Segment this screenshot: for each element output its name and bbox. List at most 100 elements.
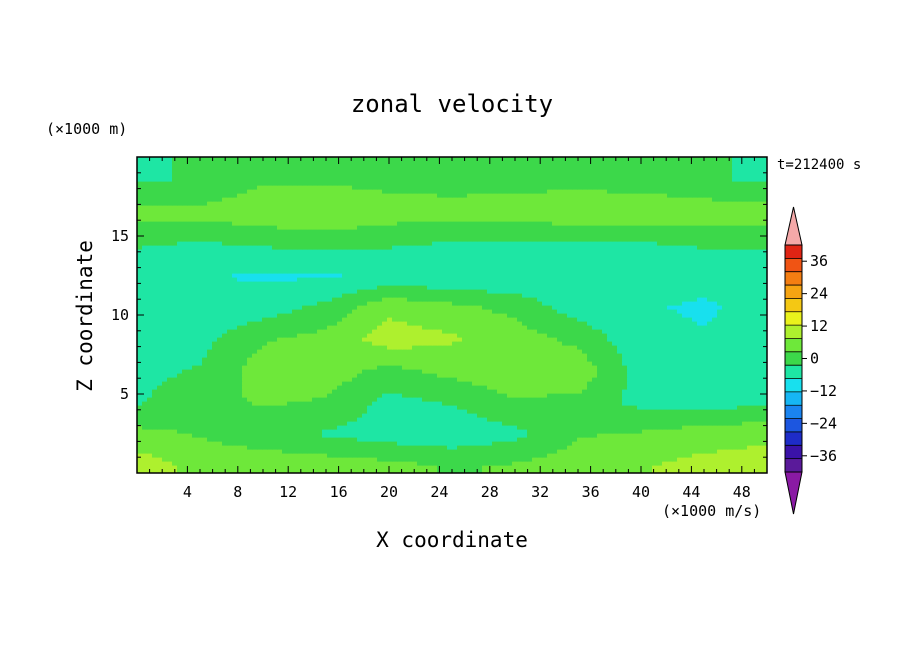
field-cell (457, 325, 463, 330)
field-cell (452, 433, 458, 438)
field-cell (457, 381, 463, 386)
field-cell (407, 389, 413, 394)
field-cell (752, 449, 758, 454)
field-cell (572, 445, 578, 450)
field-cell (642, 337, 648, 342)
field-cell (442, 369, 448, 374)
field-cell (427, 385, 433, 390)
field-cell (557, 373, 563, 378)
field-cell (282, 417, 288, 422)
field-cell (642, 465, 648, 470)
field-cell (172, 341, 178, 346)
field-cell (382, 409, 388, 414)
field-cell (697, 373, 703, 378)
field-cell (262, 329, 268, 334)
field-cell (627, 369, 633, 374)
field-cell (247, 337, 253, 342)
field-cell (307, 397, 313, 402)
field-cell (167, 357, 173, 362)
field-cell (682, 317, 688, 322)
field-cell (362, 405, 368, 410)
field-cell (202, 401, 208, 406)
field-cell (387, 313, 393, 318)
field-cell (737, 337, 743, 342)
field-cell (412, 469, 418, 473)
field-cell (747, 333, 753, 338)
field-cell (547, 433, 553, 438)
field-cell (322, 465, 328, 470)
field-cell (357, 453, 363, 458)
field-cell (492, 341, 498, 346)
field-cell (637, 433, 643, 438)
field-cell (267, 453, 273, 458)
field-cell (677, 373, 683, 378)
field-cell (627, 453, 633, 458)
field-cell (722, 397, 728, 402)
field-cell (632, 377, 638, 382)
field-cell (142, 325, 148, 330)
field-cell (647, 317, 653, 322)
field-cell (557, 385, 563, 390)
field-cell (337, 357, 343, 362)
field-cell (762, 401, 767, 406)
field-cell (442, 429, 448, 434)
field-cell (202, 373, 208, 378)
field-cell (207, 341, 213, 346)
field-cell (217, 325, 223, 330)
field-cell (387, 337, 393, 342)
field-cell (267, 325, 273, 330)
field-cell (732, 329, 738, 334)
field-cell (457, 357, 463, 362)
field-cell (662, 409, 668, 414)
field-cell (172, 401, 178, 406)
field-cell (457, 365, 463, 370)
field-cell (477, 365, 483, 370)
field-cell (172, 449, 178, 454)
field-cell (442, 445, 448, 450)
field-cell (667, 441, 673, 446)
field-cell (577, 341, 583, 346)
field-cell (472, 389, 478, 394)
field-cell (542, 321, 548, 326)
field-cell (222, 337, 228, 342)
field-cell (507, 437, 513, 442)
field-cell (152, 381, 158, 386)
field-cell (207, 345, 213, 350)
field-cell (692, 317, 698, 322)
field-cell (492, 461, 498, 466)
field-cell (687, 389, 693, 394)
field-cell (422, 453, 428, 458)
field-cell (182, 365, 188, 370)
field-cell (567, 441, 573, 446)
field-cell (157, 357, 163, 362)
field-cell (227, 369, 233, 374)
field-cell (727, 397, 733, 402)
field-cell (592, 377, 598, 382)
field-cell (422, 421, 428, 426)
field-cell (277, 469, 283, 473)
field-cell (497, 401, 503, 406)
field-cell (297, 325, 303, 330)
field-cell (447, 417, 453, 422)
field-cell (217, 421, 223, 426)
field-cell (452, 389, 458, 394)
field-cell (407, 333, 413, 338)
field-cell (487, 409, 493, 414)
field-cell (617, 397, 623, 402)
field-cell (652, 465, 658, 470)
field-cell (162, 445, 168, 450)
field-cell (512, 453, 518, 458)
field-cell (752, 317, 758, 322)
field-cell (227, 401, 233, 406)
field-cell (602, 421, 608, 426)
field-cell (537, 405, 543, 410)
field-cell (702, 325, 708, 330)
field-cell (697, 389, 703, 394)
field-cell (537, 373, 543, 378)
field-cell (152, 365, 158, 370)
field-cell (277, 353, 283, 358)
field-cell (232, 369, 238, 374)
field-cell (547, 405, 553, 410)
field-cell (182, 369, 188, 374)
field-cell (187, 365, 193, 370)
